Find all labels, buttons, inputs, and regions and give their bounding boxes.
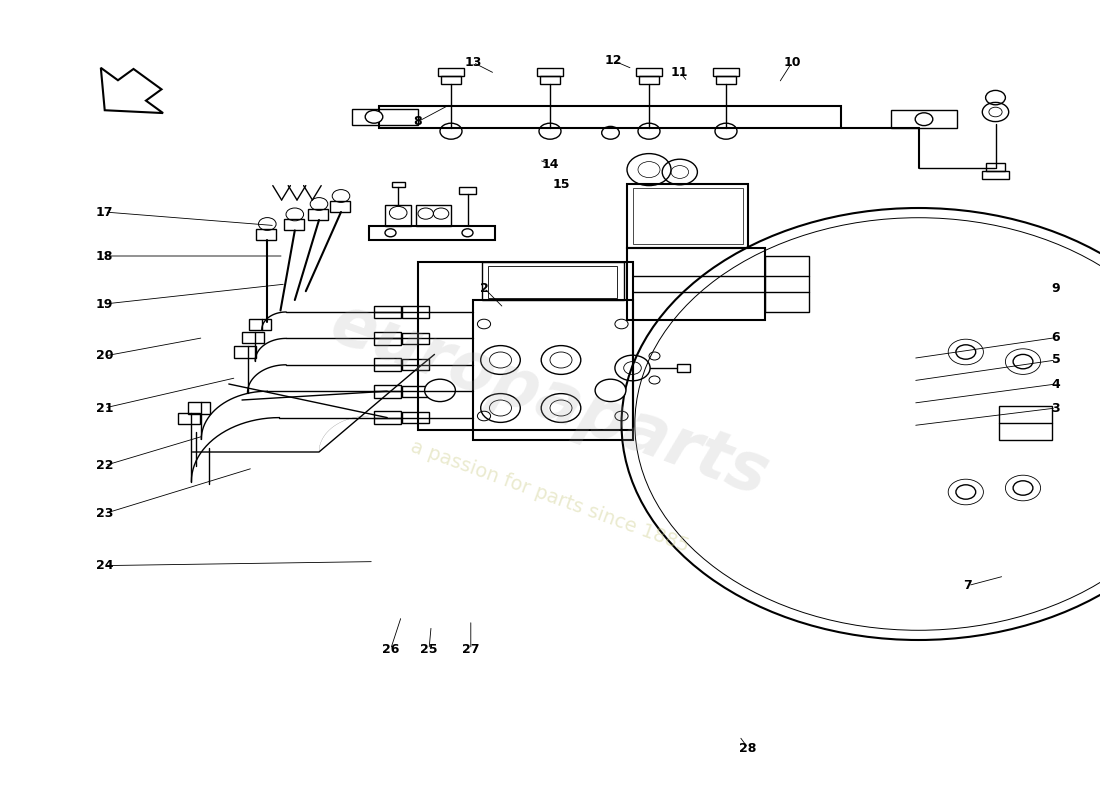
Bar bbox=[308, 209, 328, 220]
Text: 20: 20 bbox=[96, 350, 113, 362]
Bar bbox=[249, 319, 271, 330]
Circle shape bbox=[915, 113, 933, 126]
Bar bbox=[459, 187, 476, 194]
Text: 17: 17 bbox=[96, 206, 113, 218]
Bar bbox=[374, 306, 401, 318]
Bar bbox=[379, 106, 842, 128]
Circle shape bbox=[365, 110, 383, 123]
Text: 7: 7 bbox=[964, 579, 972, 592]
Circle shape bbox=[956, 485, 976, 499]
Text: europaparts: europaparts bbox=[322, 290, 778, 510]
Text: 24: 24 bbox=[96, 559, 113, 572]
Text: 6: 6 bbox=[1052, 331, 1060, 344]
Bar bbox=[441, 76, 461, 84]
Bar bbox=[639, 76, 659, 84]
Bar bbox=[540, 76, 560, 84]
Bar bbox=[627, 184, 748, 248]
Bar bbox=[284, 219, 304, 230]
Bar bbox=[402, 306, 429, 318]
Bar bbox=[256, 229, 276, 240]
Bar bbox=[385, 205, 411, 226]
Text: 13: 13 bbox=[464, 56, 482, 69]
Text: 3: 3 bbox=[1052, 402, 1060, 414]
Bar bbox=[999, 406, 1052, 440]
Bar bbox=[982, 171, 1009, 179]
Bar bbox=[234, 346, 256, 358]
Bar bbox=[374, 358, 401, 371]
Bar bbox=[636, 68, 662, 76]
Bar bbox=[392, 182, 405, 187]
Text: 15: 15 bbox=[552, 178, 570, 190]
Bar bbox=[438, 68, 464, 76]
Text: 21: 21 bbox=[96, 402, 113, 414]
Bar bbox=[632, 188, 743, 244]
Text: a passion for parts since 1885: a passion for parts since 1885 bbox=[408, 437, 692, 555]
Bar bbox=[416, 205, 451, 226]
Bar bbox=[627, 248, 764, 320]
Bar bbox=[352, 109, 418, 125]
Bar bbox=[374, 411, 401, 424]
Text: 2: 2 bbox=[480, 282, 488, 294]
Circle shape bbox=[1013, 354, 1033, 369]
Text: 5: 5 bbox=[1052, 354, 1060, 366]
Bar bbox=[713, 68, 739, 76]
Bar bbox=[891, 110, 957, 128]
Text: 25: 25 bbox=[420, 643, 438, 656]
Circle shape bbox=[956, 345, 976, 359]
Bar bbox=[488, 266, 617, 298]
Text: 28: 28 bbox=[739, 742, 757, 754]
Text: 8: 8 bbox=[414, 115, 422, 128]
Bar bbox=[178, 413, 200, 424]
Bar bbox=[473, 300, 632, 440]
Text: 23: 23 bbox=[96, 507, 113, 520]
Text: 26: 26 bbox=[382, 643, 399, 656]
Text: 11: 11 bbox=[671, 66, 689, 78]
Bar bbox=[402, 359, 429, 370]
Circle shape bbox=[425, 379, 455, 402]
Text: 4: 4 bbox=[1052, 378, 1060, 390]
Bar bbox=[537, 68, 563, 76]
Bar bbox=[402, 386, 429, 397]
Bar bbox=[402, 333, 429, 344]
Bar bbox=[402, 412, 429, 423]
Text: 27: 27 bbox=[462, 643, 480, 656]
Bar bbox=[716, 76, 736, 84]
Circle shape bbox=[1013, 481, 1033, 495]
Bar bbox=[986, 163, 1005, 171]
Bar bbox=[764, 256, 808, 312]
Text: 10: 10 bbox=[783, 56, 801, 69]
Bar bbox=[330, 201, 350, 212]
Bar bbox=[482, 262, 624, 300]
Bar bbox=[374, 385, 401, 398]
Bar bbox=[242, 332, 264, 343]
Bar bbox=[676, 364, 690, 372]
Text: 12: 12 bbox=[605, 54, 623, 67]
Text: 18: 18 bbox=[96, 250, 113, 262]
Bar bbox=[374, 332, 401, 345]
Bar bbox=[188, 402, 210, 414]
Bar bbox=[418, 262, 632, 430]
Text: 22: 22 bbox=[96, 459, 113, 472]
Bar bbox=[368, 226, 495, 240]
Text: 14: 14 bbox=[541, 158, 559, 170]
Text: 19: 19 bbox=[96, 298, 113, 310]
Circle shape bbox=[595, 379, 626, 402]
Text: 9: 9 bbox=[1052, 282, 1060, 294]
